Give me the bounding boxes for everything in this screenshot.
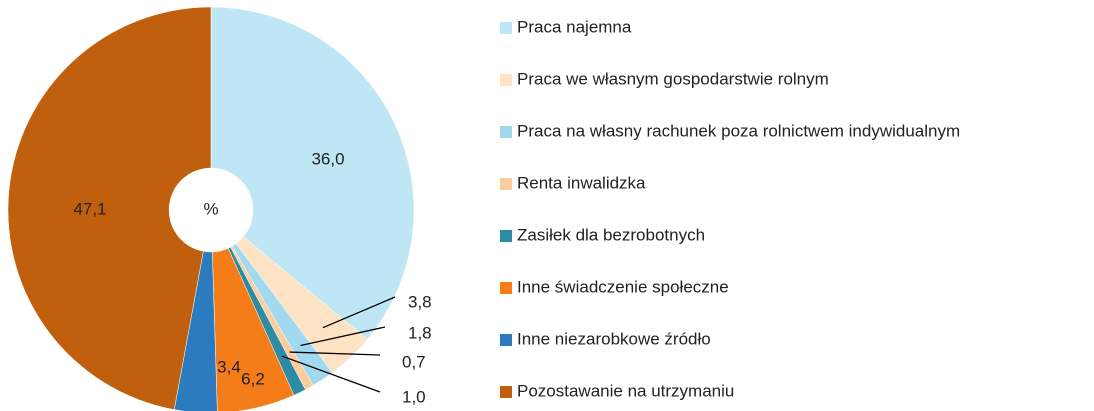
- legend-label: Pozostawanie na utrzymaniu: [517, 381, 734, 400]
- legend-swatch: [500, 282, 512, 294]
- legend-label: Renta inwalidzka: [517, 173, 646, 192]
- leader-line: [322, 296, 396, 329]
- slice: [212, 248, 295, 411]
- legend-label: Praca we własnym gospodarstwie rolnym: [517, 69, 829, 88]
- legend-swatch: [500, 22, 512, 34]
- legend-label: Inne świadczenie społeczne: [517, 277, 729, 296]
- leader-line: [289, 351, 381, 356]
- center-label: %: [203, 199, 218, 218]
- legend-label: Inne niezarobkowe źródło: [517, 329, 711, 348]
- data-label: 47,1: [73, 199, 106, 218]
- data-label: 3,8: [408, 292, 432, 311]
- data-label: 1,0: [402, 387, 426, 406]
- data-label: 3,4: [217, 357, 241, 376]
- leader-line: [281, 355, 381, 393]
- data-label: 0,7: [402, 352, 426, 371]
- legend-label: Zasiłek dla bezrobotnych: [517, 225, 705, 244]
- legend-swatch: [500, 230, 512, 242]
- slice: [210, 6, 415, 340]
- legend-swatch: [500, 334, 512, 346]
- legend-swatch: [500, 126, 512, 138]
- legend-label: Praca na własny rachunek poza rolnictwem…: [517, 121, 960, 140]
- legend-swatch: [500, 386, 512, 398]
- legend-label: Praca najemna: [517, 17, 632, 36]
- slice: [7, 6, 212, 410]
- data-label: 36,0: [311, 149, 344, 168]
- legend-swatch: [500, 178, 512, 190]
- legend-swatch: [500, 74, 512, 86]
- data-label: 1,8: [408, 323, 432, 342]
- data-label: 6,2: [241, 369, 265, 388]
- leader-line: [300, 326, 386, 347]
